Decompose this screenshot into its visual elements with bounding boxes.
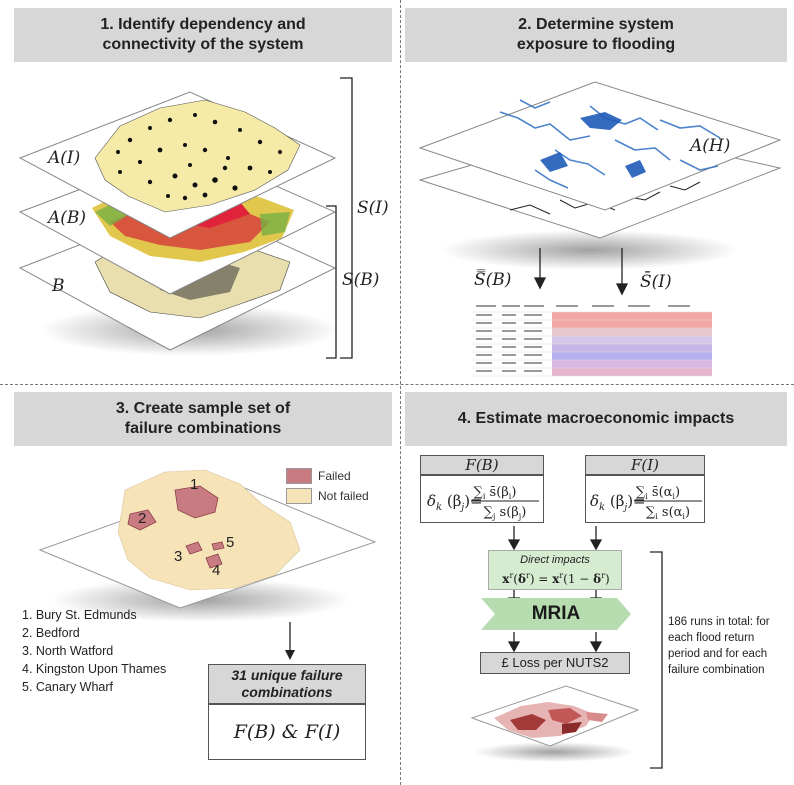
legend-not-failed-label: Not failed bbox=[318, 489, 369, 503]
legend-failed-swatch bbox=[286, 468, 312, 484]
label-a-i: A(I) bbox=[48, 148, 81, 168]
vertical-divider bbox=[400, 0, 401, 785]
label-a-h: A(H) bbox=[690, 136, 731, 156]
flood-layer-illustration bbox=[418, 81, 782, 296]
label-a-b: A(B) bbox=[48, 208, 87, 228]
place-item: 3. North Watford bbox=[22, 644, 114, 658]
direct-impacts-box: Direct impacts xr(δr) = xr(1 − δr) bbox=[488, 550, 622, 590]
runs-note: 186 runs in total: for each flood return… bbox=[668, 616, 770, 676]
f-i-formula: δk (βj)= ∑i s̄(αi) ∑i s(αi) bbox=[590, 485, 702, 521]
place-item: 5. Canary Wharf bbox=[22, 680, 114, 694]
label-sbar-i: S̄(I) bbox=[640, 272, 672, 292]
f-b-formula-box: δk (βj)= ∑i s̄(βi) ∑j s(βj) bbox=[420, 475, 544, 523]
f-b-header-box: F(B) bbox=[420, 455, 544, 475]
failure-map-illustration bbox=[38, 469, 377, 622]
map-number-2: 2 bbox=[138, 510, 147, 527]
f-i-header-box: F(I) bbox=[585, 455, 705, 475]
mria-arrow-shape bbox=[481, 598, 631, 630]
horizontal-divider bbox=[0, 384, 794, 385]
svg-text:∑i s̄(αi): ∑i s̄(αi) bbox=[636, 485, 680, 501]
panel-3-title-line2: failure combinations bbox=[124, 420, 282, 437]
f-b-formula: δk (βj)= ∑i s̄(βi) ∑j s(βj) bbox=[427, 485, 539, 521]
panel-1-title: 1. Identify dependency and connectivity … bbox=[14, 8, 392, 62]
map-number-1: 1 bbox=[190, 476, 199, 493]
arrow-to-combinations bbox=[285, 622, 295, 660]
label-b: B bbox=[52, 276, 65, 296]
label-sbar-b: S̿(B) bbox=[474, 270, 512, 290]
f-i-formula-box: δk (βj)= ∑i s̄(αi) ∑i s(αi) bbox=[585, 475, 705, 523]
svg-text:∑i s̄(βi): ∑i s̄(βi) bbox=[474, 485, 517, 501]
map-number-4: 4 bbox=[212, 562, 221, 579]
exposure-table-thumbnail bbox=[472, 302, 712, 380]
place-item: 1. Bury St. Edmunds bbox=[22, 608, 137, 622]
layer-stack-illustration bbox=[18, 77, 353, 359]
map-number-3: 3 bbox=[174, 548, 183, 565]
legend-failed-label: Failed bbox=[318, 469, 351, 483]
label-s-b: S(B) bbox=[342, 270, 380, 290]
f-i-label: F(I) bbox=[630, 456, 660, 474]
map-number-5: 5 bbox=[226, 534, 235, 551]
place-item: 2. Bedford bbox=[22, 626, 80, 640]
direct-impacts-formula: xr(δr) = xr(1 − δr) bbox=[502, 571, 609, 586]
combinations-formula-box: F(B) & F(I) bbox=[208, 704, 366, 760]
legend-not-failed-swatch bbox=[286, 488, 312, 504]
panel-3-title-line1: 3. Create sample set of bbox=[115, 400, 291, 417]
f-b-label: F(B) bbox=[465, 456, 499, 474]
direct-impacts-title: Direct impacts bbox=[520, 554, 590, 566]
place-item: 4. Kingston Upon Thames bbox=[22, 662, 167, 676]
panel-2-title: 2. Determine system exposure to flooding bbox=[405, 8, 787, 62]
panel-3-title: 3. Create sample set of failure combinat… bbox=[14, 392, 392, 446]
loss-map-illustration bbox=[470, 685, 640, 762]
svg-text:∑i s(αi): ∑i s(αi) bbox=[646, 505, 690, 521]
place-list: 1. Bury St. Edmunds 2. Bedford 3. North … bbox=[22, 606, 166, 696]
loss-label: £ Loss per NUTS2 bbox=[501, 655, 609, 670]
mria-label: MRIA bbox=[531, 603, 581, 624]
loss-box: £ Loss per NUTS2 bbox=[480, 652, 630, 674]
panel-2-title-line1: 2. Determine system bbox=[518, 16, 674, 33]
panel-4-title: 4. Estimate macroeconomic impacts bbox=[405, 392, 787, 446]
label-s-i: S(I) bbox=[357, 198, 389, 218]
svg-text:xr(δr) = xr(1 − δr): xr(δr) = xr(1 − δr) bbox=[502, 571, 609, 586]
panel-2-title-line2: exposure to flooding bbox=[516, 36, 676, 53]
combinations-title-box: 31 unique failure combinations bbox=[208, 664, 366, 704]
panel-4-title-line1: 4. Estimate macroeconomic impacts bbox=[457, 410, 735, 427]
panel-1-title-line2: connectivity of the system bbox=[102, 36, 304, 53]
svg-text:∑j s(βj): ∑j s(βj) bbox=[484, 505, 527, 521]
panel-1-title-line1: 1. Identify dependency and bbox=[100, 16, 306, 33]
combinations-title: 31 unique failure combinations bbox=[231, 667, 343, 700]
combinations-formula: F(B) & F(I) bbox=[233, 721, 341, 743]
